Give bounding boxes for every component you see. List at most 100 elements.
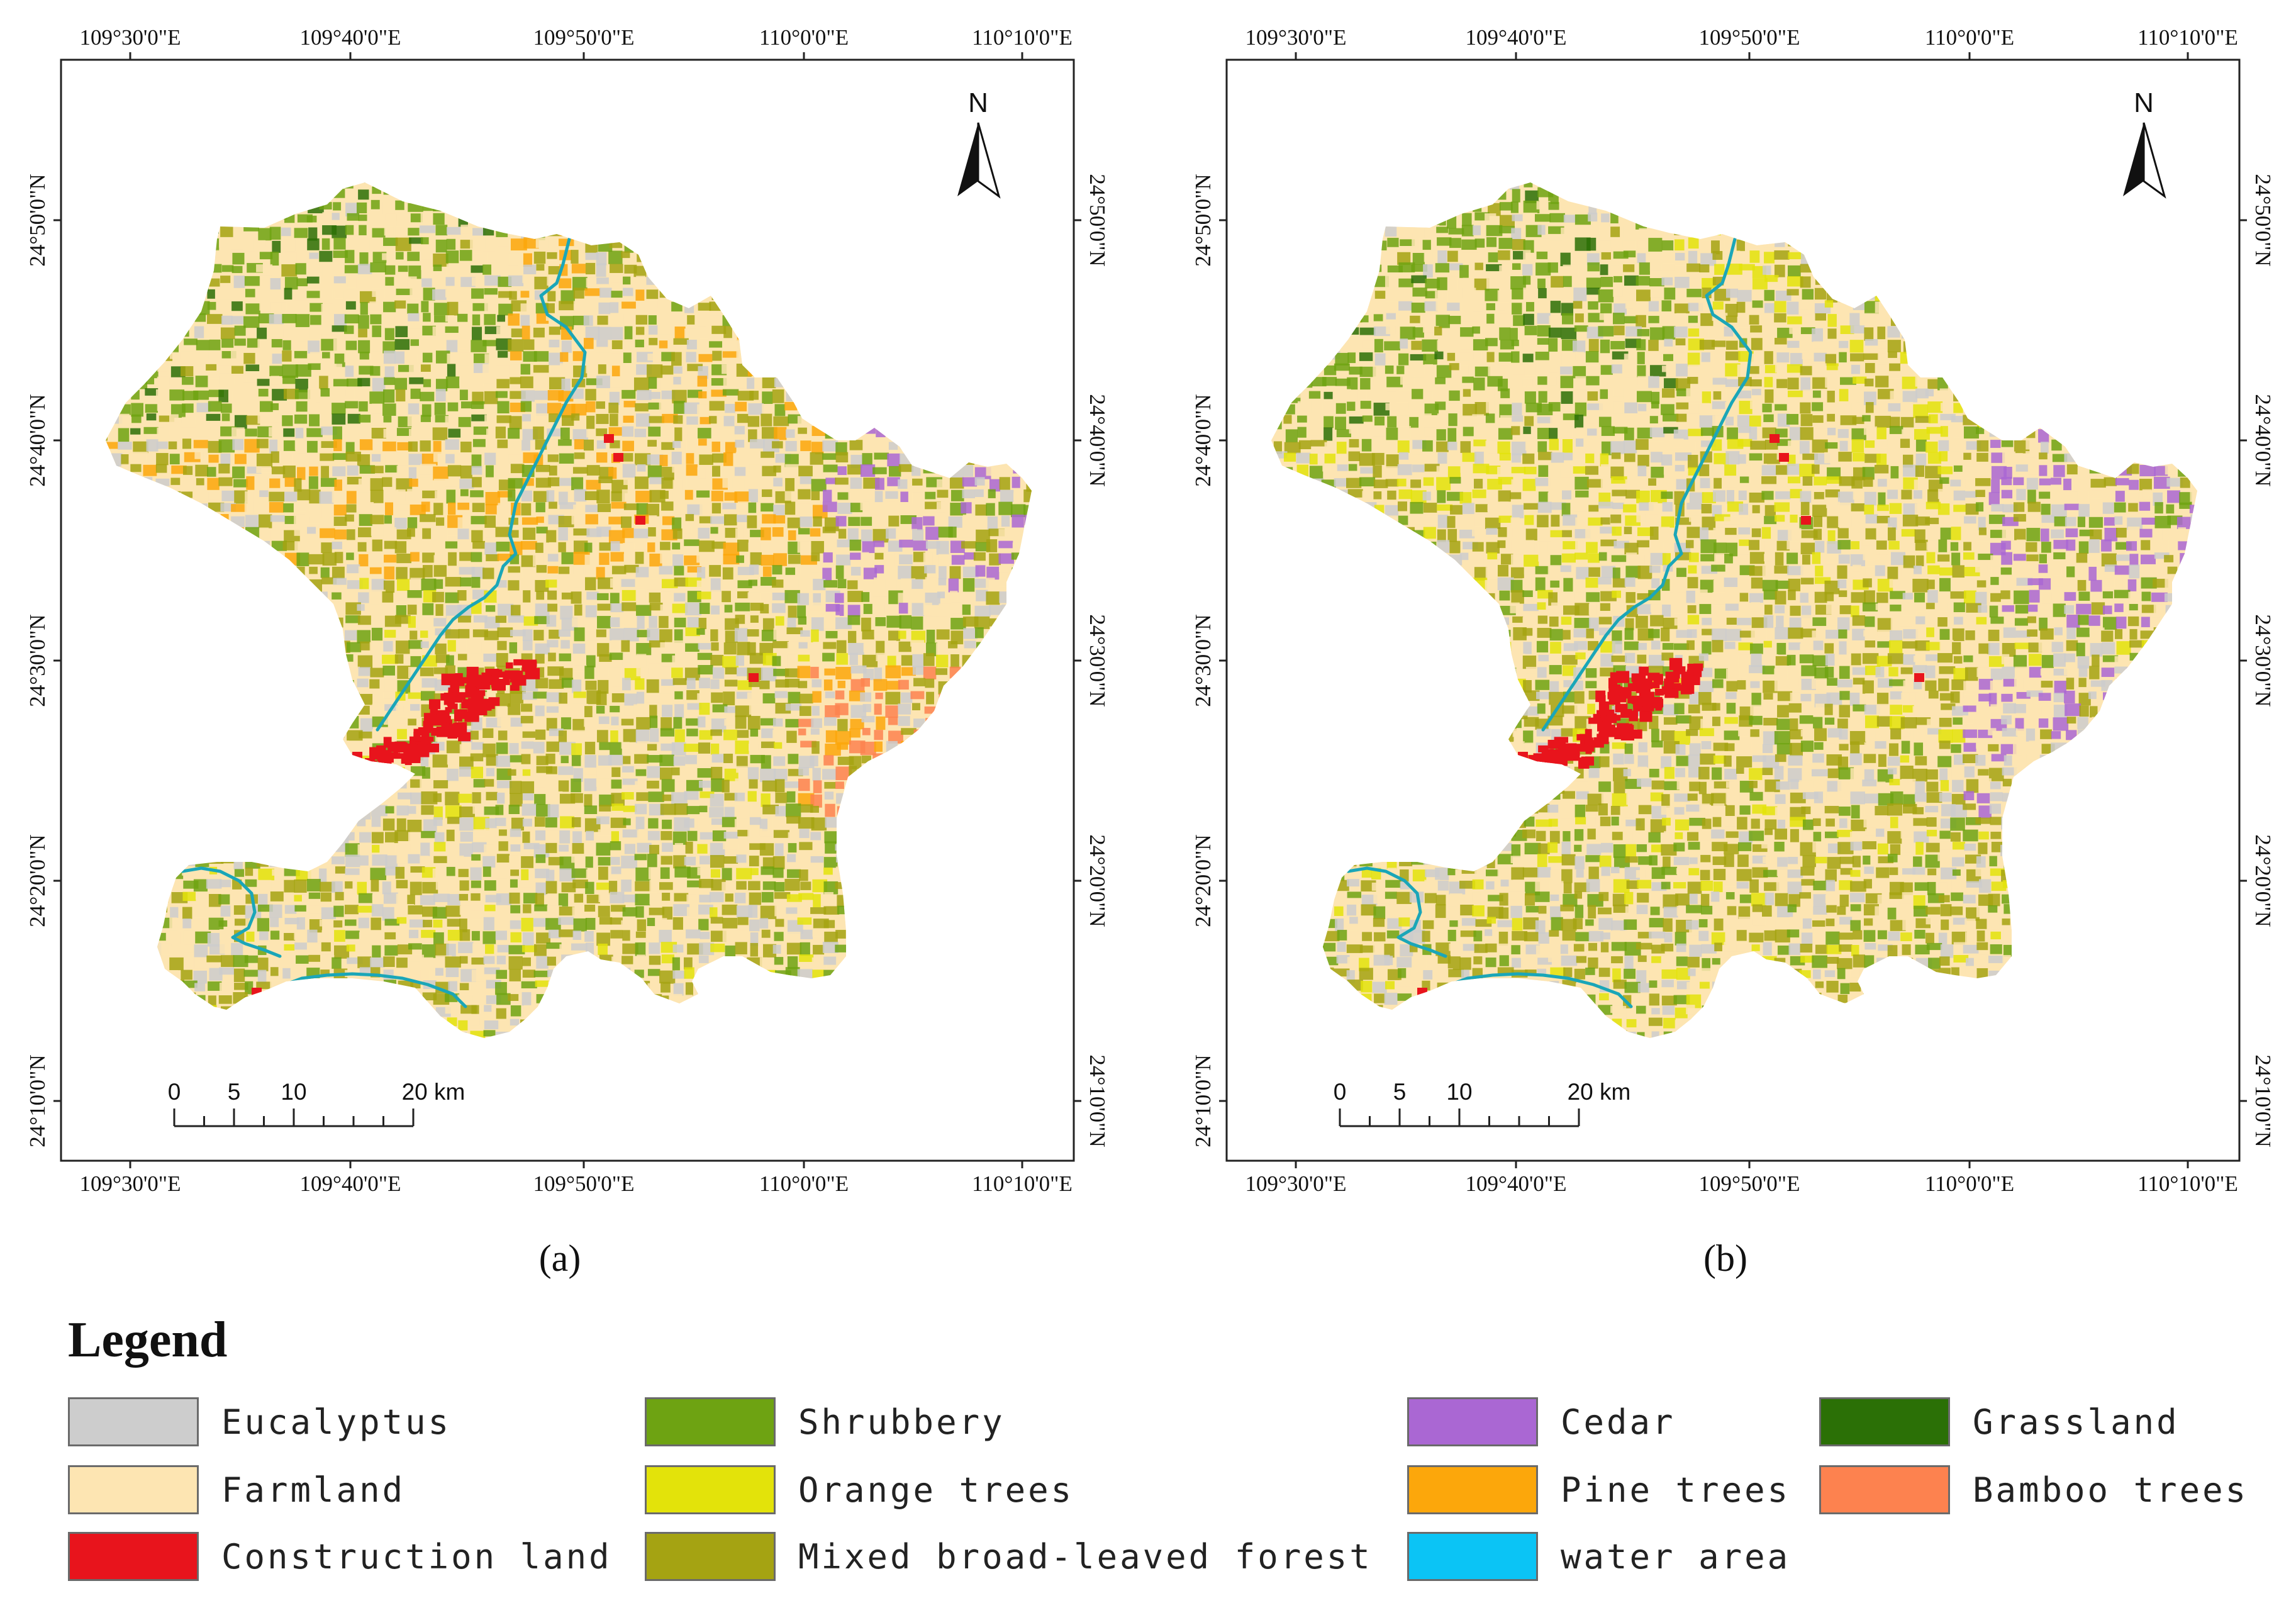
lon-label-top: 109°50'0"E (533, 25, 635, 50)
scale-label: 0 (1334, 1079, 1347, 1105)
lon-label-bottom: 109°50'0"E (1699, 1171, 1800, 1196)
lat-label-right: 24°50'0"N (2251, 174, 2275, 266)
legend-swatch (645, 1397, 776, 1446)
north-arrow-icon: N (957, 87, 1001, 199)
legend-swatch (645, 1465, 776, 1514)
lon-label-top: 109°30'0"E (1246, 25, 1347, 50)
legend-swatch (1407, 1397, 1538, 1446)
scale-bar: 0 5 10 20 km (168, 1079, 465, 1127)
legend: Legend Eucalyptus Farmland Construction … (0, 1302, 2296, 1598)
legend-label: Bamboo trees (1973, 1470, 2249, 1510)
legend-item-orange-trees: Orange trees (645, 1465, 1074, 1515)
lat-label-right: 24°20'0"N (1085, 834, 1110, 927)
lat-label-left: 24°50'0"N (25, 174, 50, 266)
legend-swatch (1407, 1532, 1538, 1581)
lat-label-left: 24°30'0"N (1191, 614, 1215, 707)
lon-label-top: 110°10'0"E (972, 25, 1073, 50)
north-arrow-icon: N (2123, 87, 2166, 199)
lat-label-left: 24°40'0"N (1191, 394, 1215, 486)
lat-label-left: 24°20'0"N (1191, 834, 1215, 927)
legend-item-water-area: water area (1407, 1531, 1790, 1582)
north-label: N (2134, 87, 2154, 118)
lon-label-bottom: 109°30'0"E (1246, 1171, 1347, 1196)
river-line (376, 237, 587, 732)
map-caption: (a) (539, 1237, 581, 1279)
lon-label-bottom: 110°0'0"E (759, 1171, 849, 1196)
lat-label-right: 24°40'0"N (1085, 394, 1110, 486)
legend-swatch (645, 1532, 776, 1581)
map-panel-b: 109°30'0"E 109°30'0"E 109°40'0"E 109°40'0"E… (1166, 0, 2296, 1283)
lon-label-top: 110°0'0"E (759, 25, 849, 50)
legend-title: Legend (68, 1312, 228, 1368)
legend-item-shrubbery: Shrubbery (645, 1397, 1005, 1447)
lat-label-left: 24°30'0"N (25, 614, 50, 707)
lat-label-right: 24°10'0"N (1085, 1054, 1110, 1147)
legend-item-cedar: Cedar (1407, 1397, 1676, 1447)
lon-label-bottom: 109°50'0"E (533, 1171, 635, 1196)
lon-label-bottom: 110°10'0"E (2137, 1171, 2238, 1196)
lon-label-bottom: 110°10'0"E (972, 1171, 1073, 1196)
legend-item-bamboo-trees: Bamboo trees (1819, 1465, 2248, 1515)
legend-item-construction-land: Construction land (68, 1531, 612, 1582)
river-line (181, 866, 282, 958)
scale-label: 10 (281, 1079, 306, 1105)
river-line (1541, 237, 1753, 732)
lat-label-right: 24°10'0"N (2251, 1054, 2275, 1147)
river-line (1441, 972, 1633, 1008)
scale-label: 5 (228, 1079, 241, 1105)
legend-item-farmland: Farmland (68, 1465, 405, 1515)
lat-label-right: 24°40'0"N (2251, 394, 2275, 486)
lon-label-top: 109°30'0"E (80, 25, 181, 50)
legend-label: Farmland (221, 1470, 406, 1510)
scale-label: 0 (168, 1079, 181, 1105)
map-b-svg: 109°30'0"E 109°30'0"E 109°40'0"E 109°40'0"E… (1191, 25, 2275, 1279)
legend-label: Grassland (1973, 1402, 2180, 1442)
legend-swatch (1407, 1465, 1538, 1514)
legend-label: Construction land (221, 1536, 612, 1577)
scale-label: 20 km (1568, 1079, 1631, 1105)
lat-label-right: 24°30'0"N (2251, 614, 2275, 707)
map-panel-a: 109°30'0"E 109°30'0"E 109°40'0"E 109°40'0"E… (0, 0, 1148, 1283)
lat-label-left: 24°50'0"N (1191, 174, 1215, 266)
scale-label: 5 (1393, 1079, 1407, 1105)
legend-item-mixed-broad-leaved-forest: Mixed broad-leaved forest (645, 1531, 1373, 1582)
legend-label: Shrubbery (798, 1402, 1005, 1442)
legend-item-eucalyptus: Eucalyptus (68, 1397, 451, 1447)
legend-label: Cedar (1561, 1402, 1676, 1442)
legend-swatch (68, 1532, 199, 1581)
scale-label: 10 (1446, 1079, 1472, 1105)
lat-label-left: 24°10'0"N (25, 1054, 50, 1147)
lon-label-top: 109°40'0"E (1466, 25, 1567, 50)
lon-label-bottom: 110°0'0"E (1925, 1171, 2014, 1196)
river-line (1346, 866, 1447, 958)
lat-label-right: 24°30'0"N (1085, 614, 1110, 707)
legend-swatch (68, 1465, 199, 1514)
scale-bar: 0 5 10 20 km (1334, 1079, 1631, 1127)
legend-swatch (1819, 1397, 1950, 1446)
legend-label: water area (1561, 1536, 1791, 1577)
lon-label-bottom: 109°30'0"E (80, 1171, 181, 1196)
lon-label-top: 110°0'0"E (1925, 25, 2014, 50)
lon-label-bottom: 109°40'0"E (1466, 1171, 1567, 1196)
lon-label-top: 109°40'0"E (300, 25, 401, 50)
lat-label-left: 24°10'0"N (1191, 1054, 1215, 1147)
north-label: N (968, 87, 988, 118)
lat-label-left: 24°40'0"N (25, 394, 50, 486)
legend-item-pine-trees: Pine trees (1407, 1465, 1790, 1515)
lon-label-top: 110°10'0"E (2137, 25, 2238, 50)
lon-label-top: 109°50'0"E (1699, 25, 1800, 50)
legend-swatch (1819, 1465, 1950, 1514)
map-caption: (b) (1703, 1237, 1747, 1279)
lat-label-right: 24°20'0"N (2251, 834, 2275, 927)
legend-swatch (68, 1397, 199, 1446)
river-line (275, 972, 467, 1008)
legend-label: Mixed broad-leaved forest (798, 1536, 1373, 1577)
lon-label-bottom: 109°40'0"E (300, 1171, 401, 1196)
lat-label-left: 24°20'0"N (25, 834, 50, 927)
legend-label: Pine trees (1561, 1470, 1791, 1510)
legend-label: Orange trees (798, 1470, 1074, 1510)
lat-label-right: 24°50'0"N (1085, 174, 1110, 266)
legend-label: Eucalyptus (221, 1402, 452, 1442)
legend-item-grassland: Grassland (1819, 1397, 2180, 1447)
map-a-svg: 109°30'0"E 109°30'0"E 109°40'0"E 109°40'0"E… (25, 25, 1110, 1279)
